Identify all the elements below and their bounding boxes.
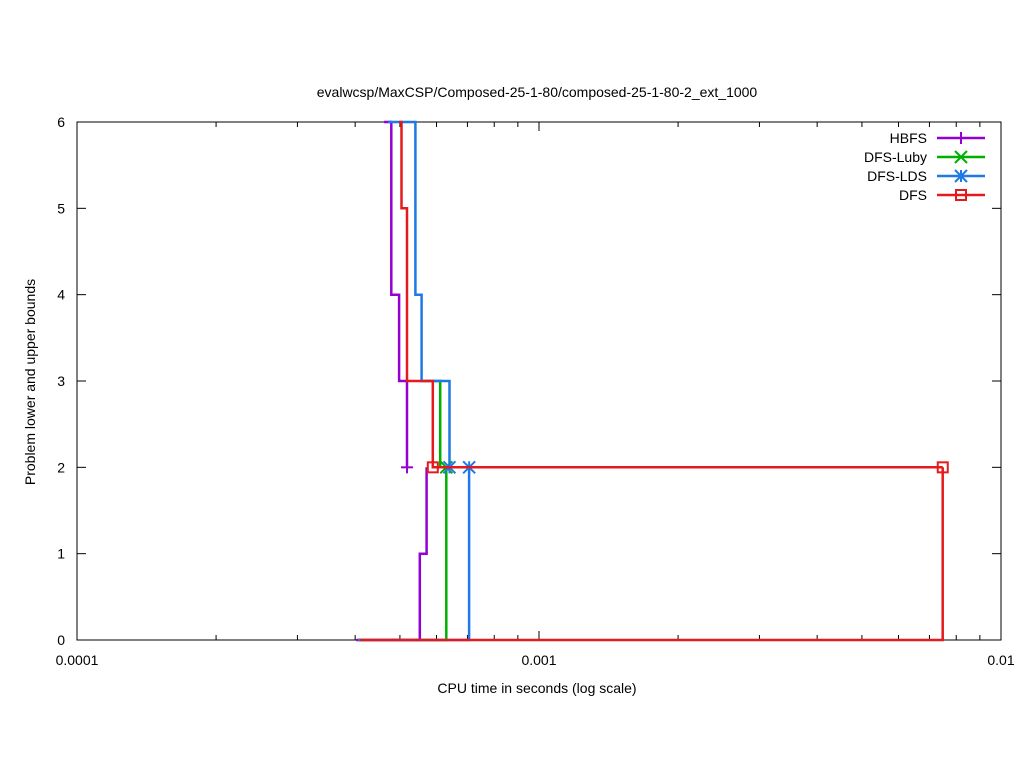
x-tick-label: 0.001 <box>521 652 556 668</box>
series-dfs-lds-lower-line <box>358 467 471 642</box>
series-hbfs-lower-line <box>356 467 428 642</box>
plot-area: 0 1 2 3 4 5 6 0.0001 0.001 0.01 <box>56 114 1015 668</box>
legend-label-dfs-lds: DFS-LDS <box>867 168 927 184</box>
y-tick-label: 5 <box>57 200 65 216</box>
series-dfs-point <box>936 461 949 474</box>
series-dfs-point <box>426 461 439 474</box>
y-tick-label: 3 <box>57 373 65 389</box>
y-tick-label: 4 <box>57 287 65 303</box>
y-tick-label: 0 <box>57 632 65 648</box>
series-hbfs-upper-line <box>384 120 409 468</box>
series-hbfs-point <box>401 461 414 474</box>
x-axis-label: CPU time in seconds (log scale) <box>437 680 636 696</box>
legend-label-hbfs: HBFS <box>890 130 927 146</box>
x-tick-label: 0.01 <box>987 652 1014 668</box>
legend-marker-dfs-lds <box>954 169 968 183</box>
chart-title: evalwcsp/MaxCSP/Composed-25-1-80/compose… <box>317 84 758 100</box>
y-axis-label: Problem lower and upper bounds <box>22 279 38 485</box>
series-dfs-luby-lower-line <box>358 467 448 642</box>
y-tick-label: 6 <box>57 114 65 130</box>
plot-frame <box>76 121 1002 641</box>
legend-marker-hbfs <box>955 132 967 144</box>
series-dfs-luby-upper-line <box>424 379 447 469</box>
legend-label-dfs: DFS <box>899 187 927 203</box>
series-dfs-lower-line <box>360 467 944 642</box>
legend-label-dfs-luby: DFS-Luby <box>864 149 927 165</box>
series-dfs-upper-line <box>399 120 943 469</box>
y-tick-label: 2 <box>57 459 65 475</box>
x-tick-label: 0.0001 <box>56 652 99 668</box>
legend-marker-dfs-luby <box>954 150 968 164</box>
legend-marker-dfs <box>955 189 967 201</box>
legend: HBFS DFS-Luby DFS-LDS DFS <box>864 130 985 203</box>
series-dfs-lds-upper-line <box>387 120 470 469</box>
y-tick-label: 1 <box>57 546 65 562</box>
